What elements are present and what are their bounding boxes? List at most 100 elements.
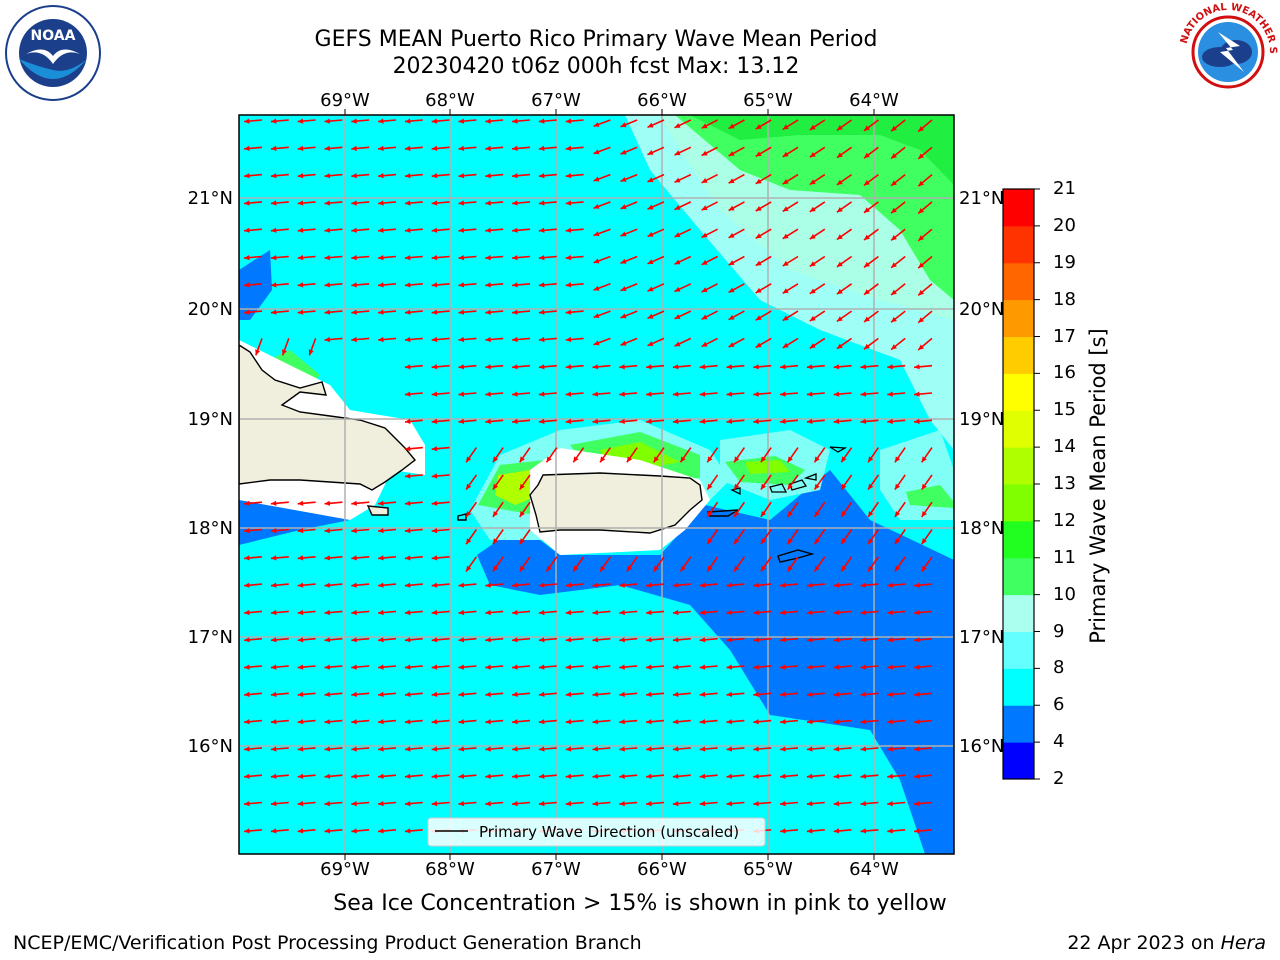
wave-arrow-head — [512, 637, 518, 643]
wave-arrow-head — [646, 664, 652, 670]
wave-arrow-head — [458, 309, 465, 315]
wave-arrow-head — [836, 343, 843, 349]
wave-arrow-head — [324, 173, 331, 179]
lat-label-right: 20°N — [959, 299, 1004, 320]
wave-arrow-head — [780, 719, 786, 725]
wave-arrow-head — [814, 456, 820, 463]
wave-arrow-head — [674, 123, 681, 128]
wave-arrow-head — [324, 282, 331, 288]
wave-arrow-head — [600, 565, 606, 572]
wave-arrow-head — [538, 145, 545, 151]
wave-arrow-head — [565, 719, 572, 725]
wave-arrow-head — [836, 288, 843, 295]
wave-arrow-head — [782, 233, 789, 239]
wave-arrow-head — [404, 473, 411, 479]
wave-direction-arrows — [244, 118, 933, 834]
wave-arrow-head — [806, 773, 813, 779]
wave-arrow-head — [914, 582, 920, 588]
wave-arrow-head — [244, 200, 250, 206]
wave-arrow-head — [404, 118, 411, 124]
wave-arrow-head — [647, 286, 654, 292]
wave-arrow-head — [270, 528, 277, 534]
wave-arrow-head — [672, 418, 679, 424]
wave-arrow-head — [538, 609, 545, 616]
wave-arrow-head — [458, 118, 465, 124]
wave-arrow-head — [404, 446, 411, 452]
wave-arrow-head — [431, 309, 438, 315]
wave-arrow-head — [814, 538, 820, 545]
wave-arrow-head — [809, 315, 816, 321]
wave-arrow-head — [546, 456, 552, 463]
wave-arrow-head — [726, 418, 733, 424]
wave-arrow-head — [485, 282, 491, 288]
wave-arrow-head — [672, 391, 679, 397]
wave-arrow-head — [914, 664, 920, 670]
wave-arrow-head — [244, 691, 250, 697]
wave-arrow-head — [806, 391, 813, 397]
wave-arrow-head — [485, 118, 491, 124]
wave-arrow-head — [512, 418, 518, 424]
wave-arrow-head — [512, 801, 518, 807]
wave-arrow-head — [672, 773, 679, 779]
wave-arrow-head — [780, 637, 786, 643]
wave-arrow-head — [891, 316, 897, 323]
wave-arrow-head — [734, 483, 740, 490]
wave-arrow-head — [619, 364, 625, 370]
wave-arrow-head — [921, 483, 927, 490]
wave-arrow-head — [814, 565, 820, 572]
wave-arrow-head — [378, 118, 384, 124]
wave-arrow-head — [646, 637, 652, 643]
colorbar-swatch — [1003, 262, 1034, 301]
wave-arrow-head — [512, 746, 518, 752]
wave-arrow-head — [780, 801, 786, 807]
colorbar-tick-label: 17 — [1053, 325, 1076, 347]
wave-arrow-head — [701, 259, 708, 265]
wave-arrow-head — [914, 364, 920, 370]
wave-arrow-head — [270, 609, 277, 616]
wave-arrow-head — [755, 178, 762, 184]
colorbar-swatch — [1003, 225, 1034, 264]
wave-arrow-head — [592, 364, 599, 370]
wave-arrow-head — [894, 456, 901, 463]
wave-arrow-head — [918, 262, 924, 269]
wave-arrow-head — [458, 364, 465, 370]
wave-arrow-head — [351, 227, 357, 233]
wave-arrow-head — [573, 565, 579, 572]
wave-arrow-head — [726, 391, 733, 397]
colorbar-tick-label: 9 — [1053, 620, 1065, 642]
wave-arrow-head — [351, 746, 357, 752]
lon-label-bottom: 64°W — [849, 859, 899, 880]
map-frame — [238, 114, 955, 855]
wave-arrow-head — [760, 565, 767, 572]
wave-arrow-head — [918, 180, 924, 187]
wave-arrow-head — [324, 255, 331, 261]
wave-arrow-head — [431, 118, 438, 124]
wave-arrow-head — [404, 500, 411, 506]
wave-arrow-head — [887, 637, 893, 643]
wave-arrow-head — [244, 118, 250, 124]
wave-arrow-head — [458, 200, 465, 206]
wave-arrow-head — [297, 691, 304, 697]
wave-arrow-head — [701, 123, 708, 129]
wave-arrow-head — [891, 180, 897, 186]
wave-arrow-head — [270, 637, 277, 643]
wave-arrow-head — [726, 746, 733, 752]
wave-arrow-head — [565, 309, 572, 315]
colorbar-swatch — [1003, 668, 1034, 706]
wave-arrow-head — [728, 287, 735, 293]
wave-arrow-head — [512, 336, 518, 343]
wave-arrow-head — [918, 208, 924, 214]
wave-arrow-head — [404, 582, 411, 588]
colorbar-title: Primary Wave Mean Period [s] — [1086, 328, 1110, 644]
wave-arrow-head — [404, 801, 411, 807]
wave-arrow-head — [324, 773, 331, 779]
wave-arrow-head — [864, 261, 870, 268]
wave-arrow-head — [592, 582, 599, 588]
colorbar-tick-label: 14 — [1053, 436, 1076, 458]
wave-arrow-head — [244, 582, 250, 588]
wave-arrow-head — [458, 746, 465, 752]
wave-arrow-head — [592, 773, 599, 779]
wave-arrow-head — [351, 664, 357, 670]
wave-arrow-head — [653, 565, 659, 572]
wave-arrow-head — [458, 773, 465, 779]
